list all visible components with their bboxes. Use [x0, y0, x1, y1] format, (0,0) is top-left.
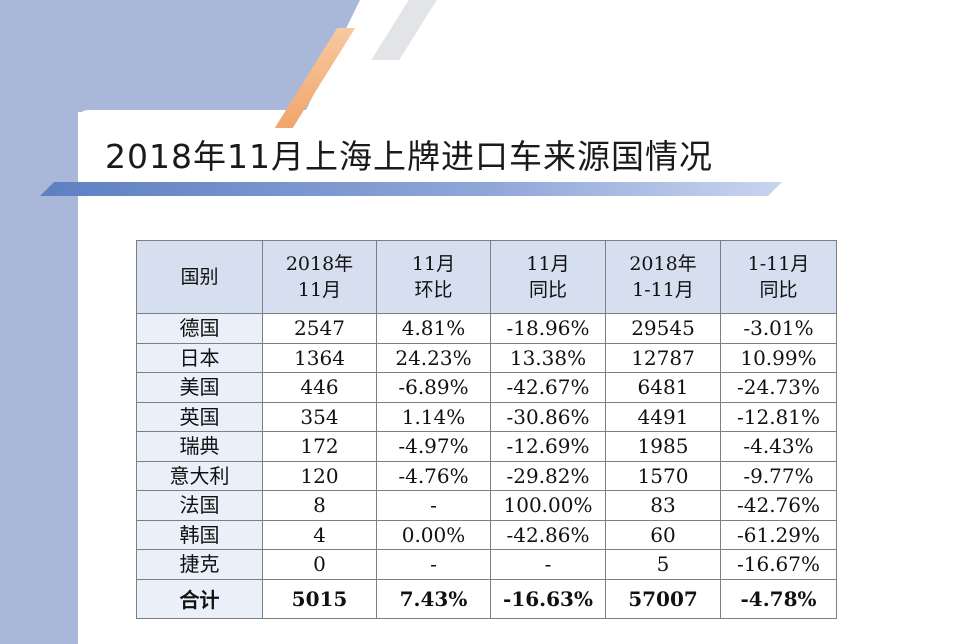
row-country: 捷克: [136, 549, 263, 580]
table-cell: 100.00%: [490, 490, 606, 521]
table-cell: -: [376, 549, 491, 580]
table-row: 美国 446 -6.89% -42.67% 6481 -24.73%: [136, 372, 837, 403]
row-country: 韩国: [136, 519, 263, 550]
table-cell: 29545: [605, 313, 721, 344]
table-cell: -18.96%: [490, 313, 606, 344]
row-country: 意大利: [136, 460, 263, 491]
table-cell: 1570: [605, 460, 721, 491]
total-cell: 57007: [605, 578, 721, 619]
row-country: 美国: [136, 372, 263, 403]
table-cell: 0: [262, 549, 377, 580]
table-cell: 4.81%: [376, 313, 491, 344]
row-country: 日本: [136, 342, 263, 373]
table-cell: 4: [262, 519, 377, 550]
table-row: 意大利 120 -4.76% -29.82% 1570 -9.77%: [136, 460, 837, 491]
table-cell: -: [490, 549, 606, 580]
table-cell: -24.73%: [720, 372, 837, 403]
table-cell: -12.69%: [490, 431, 606, 462]
table-cell: -4.76%: [376, 460, 491, 491]
table-cell: -42.86%: [490, 519, 606, 550]
table-cell: 2547: [262, 313, 377, 344]
table-cell: 13.38%: [490, 342, 606, 373]
header-country: 国别: [136, 240, 263, 314]
import-origin-table: 国别 2018年 11月 11月 环比 11月 同比 2018年 1-11月 1-11月…: [136, 240, 837, 619]
total-cell: -16.63%: [490, 578, 606, 619]
table-cell: -16.67%: [720, 549, 837, 580]
table-row: 德国 2547 4.81% -18.96% 29545 -3.01%: [136, 313, 837, 344]
page-title: 2018年11月上海上牌进口车来源国情况: [105, 137, 713, 176]
table-cell: 5: [605, 549, 721, 580]
table-total-row: 合计 5015 7.43% -16.63% 57007 -4.78%: [136, 578, 837, 619]
table-cell: 10.99%: [720, 342, 837, 373]
row-country: 英国: [136, 401, 263, 432]
table-row: 法国 8-100.00% 83 -42.76%: [136, 490, 837, 521]
row-country: 法国: [136, 490, 263, 521]
table-cell: -42.76%: [720, 490, 837, 521]
table-row: 韩国 4 0.00% -42.86% 60 -61.29%: [136, 519, 837, 550]
table-cell: -4.43%: [720, 431, 837, 462]
row-country: 德国: [136, 313, 263, 344]
table-cell: 120: [262, 460, 377, 491]
table-cell: 8: [262, 490, 377, 521]
background-top-band: [0, 0, 960, 112]
row-country: 瑞典: [136, 431, 263, 462]
total-cell: 7.43%: [376, 578, 491, 619]
table-cell: -: [376, 490, 491, 521]
table-cell: -9.77%: [720, 460, 837, 491]
header-nov-yoy: 11月 同比: [490, 240, 606, 314]
table-cell: 12787: [605, 342, 721, 373]
table-cell: -29.82%: [490, 460, 606, 491]
table-cell: -12.81%: [720, 401, 837, 432]
table-row: 瑞典 172 -4.97% -12.69% 1985 -4.43%: [136, 431, 837, 462]
header-nov-2018: 2018年 11月: [262, 240, 377, 314]
table-cell: -61.29%: [720, 519, 837, 550]
table-cell: 446: [262, 372, 377, 403]
table-cell: 1.14%: [376, 401, 491, 432]
table-cell: 4491: [605, 401, 721, 432]
table-cell: -3.01%: [720, 313, 837, 344]
table-cell: 83: [605, 490, 721, 521]
table-cell: 172: [262, 431, 377, 462]
table-cell: 0.00%: [376, 519, 491, 550]
table-cell: 24.23%: [376, 342, 491, 373]
table-row: 英国 354 1.14% -30.86% 4491 -12.81%: [136, 401, 837, 432]
table-cell: 354: [262, 401, 377, 432]
title-underline-bar: [40, 182, 782, 196]
header-nov-mom: 11月 环比: [376, 240, 491, 314]
total-cell: 5015: [262, 578, 377, 619]
table-cell: -30.86%: [490, 401, 606, 432]
table-header-row: 国别 2018年 11月 11月 环比 11月 同比 2018年 1-11月 1-11月…: [136, 240, 837, 314]
table-cell: 1985: [605, 431, 721, 462]
table-cell: 1364: [262, 342, 377, 373]
total-label: 合计: [136, 578, 263, 619]
table-cell: -4.97%: [376, 431, 491, 462]
table-cell: 6481: [605, 372, 721, 403]
table-cell: -42.67%: [490, 372, 606, 403]
table-row: 捷克 0- -5 -16.67%: [136, 549, 837, 580]
header-ytd-yoy: 1-11月 同比: [720, 240, 837, 314]
total-cell: -4.78%: [720, 578, 837, 619]
header-ytd-2018: 2018年 1-11月: [605, 240, 721, 314]
table-cell: -6.89%: [376, 372, 491, 403]
table-cell: 60: [605, 519, 721, 550]
table-row: 日本 1364 24.23% 13.38% 12787 10.99%: [136, 342, 837, 373]
